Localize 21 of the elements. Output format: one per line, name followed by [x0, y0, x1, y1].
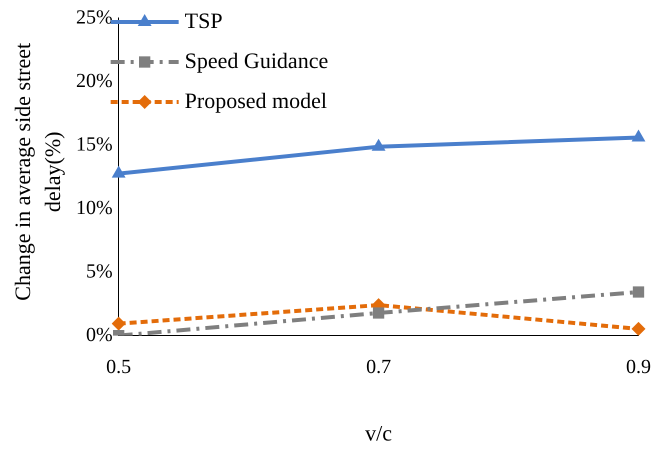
point [112, 316, 126, 331]
x-axis-title: v/c [365, 420, 392, 446]
y-tick-label: 20% [76, 70, 113, 92]
point [372, 307, 384, 319]
y-axis-title: Change in average side street delay(%) [10, 42, 65, 301]
y-tick-label: 10% [76, 196, 113, 219]
y-tick-label: 15% [76, 133, 113, 156]
x-tick-label: 0.7 [366, 356, 392, 378]
legend-label: Speed Guidance [184, 48, 328, 73]
y-tick-label: 0% [86, 324, 113, 346]
point [632, 322, 646, 336]
point [632, 286, 644, 298]
y-tick-label: 5% [86, 260, 113, 282]
x-tick-label: 0.5 [106, 356, 132, 378]
legend-label: Proposed model [184, 88, 328, 113]
point [112, 166, 126, 178]
x-tick-label: 0.9 [626, 356, 651, 378]
y-tick-label: 25% [76, 6, 113, 28]
point [372, 138, 386, 151]
legend-label: TSP [184, 8, 223, 33]
point [632, 130, 646, 142]
